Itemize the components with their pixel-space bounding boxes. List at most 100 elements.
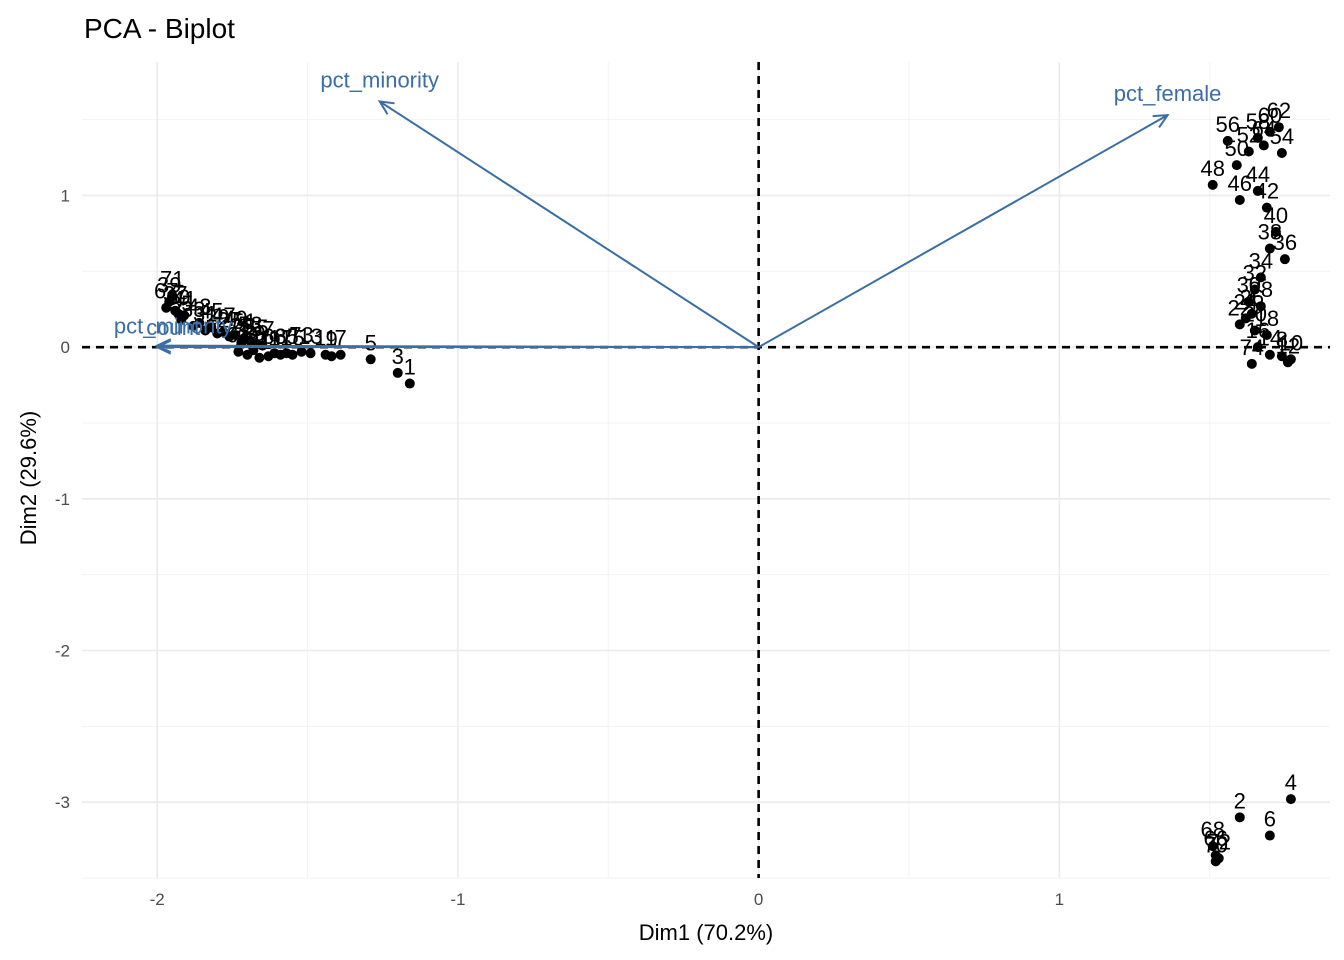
- point: [1207, 179, 1218, 190]
- point-label: 64: [1252, 116, 1276, 141]
- point: [1261, 202, 1272, 213]
- point: [1252, 132, 1263, 143]
- point: [206, 322, 217, 333]
- x-tick-label: -1: [450, 890, 465, 909]
- point-label: 61: [226, 323, 250, 348]
- x-tick-label: 0: [754, 890, 763, 909]
- point-label: 10: [1279, 330, 1303, 355]
- point: [1282, 357, 1293, 368]
- y-tick-label: -3: [55, 793, 70, 812]
- point: [233, 346, 244, 357]
- point-label: 62: [1267, 98, 1291, 123]
- point-label: 1: [404, 355, 416, 380]
- point: [1255, 272, 1266, 283]
- point-label: 11: [314, 326, 337, 351]
- point: [404, 378, 415, 389]
- point: [218, 326, 229, 337]
- point: [1264, 349, 1275, 360]
- point-label: 46: [1228, 171, 1252, 196]
- point-label: 45: [199, 298, 223, 323]
- variable-arrowhead: [154, 339, 172, 355]
- variable-label: pct_minority: [114, 314, 233, 339]
- point: [1270, 226, 1281, 237]
- point: [1231, 160, 1242, 171]
- x-tick-label: 1: [1055, 890, 1064, 909]
- point: [1249, 325, 1260, 336]
- y-axis-title: Dim2 (29.6%): [16, 411, 41, 545]
- point-label: 56: [1216, 112, 1240, 137]
- point-label: 70: [1203, 832, 1227, 857]
- point: [281, 348, 292, 359]
- point: [254, 352, 265, 363]
- zero-reference-lines: [82, 62, 1330, 878]
- point: [1246, 308, 1257, 319]
- point: [1258, 140, 1269, 151]
- point: [1261, 330, 1272, 341]
- point-label: 72: [1206, 829, 1230, 854]
- point: [1252, 185, 1263, 196]
- variable-label: pct_female: [1114, 81, 1222, 106]
- grid: [82, 62, 1330, 879]
- y-axis-ticks: -3 -2 -1 0 1: [55, 186, 70, 812]
- point-label: 5: [365, 330, 377, 355]
- point-label: 48: [1200, 156, 1224, 181]
- point-label: 68: [1200, 817, 1224, 842]
- point-label: 41: [172, 286, 196, 311]
- point-label: 51: [232, 309, 256, 334]
- point-label: 4: [1285, 770, 1297, 795]
- point: [392, 367, 403, 378]
- point: [1276, 148, 1287, 159]
- point: [1234, 812, 1245, 823]
- point: [1249, 284, 1260, 295]
- point: [230, 330, 241, 341]
- individuals: 1357911131517192123252729313335373941434…: [154, 98, 1303, 867]
- y-tick-label: -2: [55, 641, 70, 660]
- point-label: 71: [160, 267, 184, 292]
- point: [1207, 841, 1218, 852]
- point-label: 73: [289, 323, 313, 348]
- point: [320, 349, 331, 360]
- point: [1243, 296, 1254, 307]
- chart-title: PCA - Biplot: [84, 13, 235, 44]
- point-label: 8: [1276, 327, 1288, 352]
- point: [305, 348, 316, 359]
- x-tick-label: -2: [150, 890, 165, 909]
- point: [1252, 342, 1263, 353]
- point: [1276, 351, 1287, 362]
- variable-arrow: [379, 100, 760, 348]
- variable-arrowhead: [154, 338, 172, 354]
- x-axis-title: Dim1 (70.2%): [639, 920, 773, 945]
- variable-arrowhead: [377, 100, 395, 115]
- point-label: 53: [238, 312, 262, 337]
- point: [365, 354, 376, 365]
- x-axis-ticks: -2 -1 0 1: [150, 890, 1064, 909]
- point: [1234, 319, 1245, 330]
- point-label: 43: [187, 294, 211, 319]
- point: [1243, 146, 1254, 157]
- point: [269, 348, 280, 359]
- point: [1213, 853, 1224, 864]
- variable-label: count: [146, 315, 200, 340]
- point-label: 12: [1276, 333, 1300, 358]
- point-label: 57: [250, 317, 274, 342]
- point-label: 59: [241, 321, 265, 346]
- point: [1222, 135, 1233, 146]
- variable-arrowhead: [1152, 113, 1170, 128]
- point: [1273, 122, 1284, 133]
- point: [1279, 254, 1290, 265]
- point-label: 44: [1246, 162, 1270, 187]
- point: [194, 317, 205, 328]
- point: [1246, 358, 1257, 369]
- point-label: 49: [223, 306, 247, 331]
- point: [296, 346, 307, 357]
- point-label: 55: [244, 315, 268, 340]
- variable-arrow: [758, 114, 1169, 349]
- point: [1285, 794, 1296, 805]
- point: [1264, 243, 1275, 254]
- y-tick-label: -1: [55, 490, 70, 509]
- point: [1264, 830, 1275, 841]
- point-label: 3: [392, 344, 404, 369]
- point: [1255, 301, 1266, 312]
